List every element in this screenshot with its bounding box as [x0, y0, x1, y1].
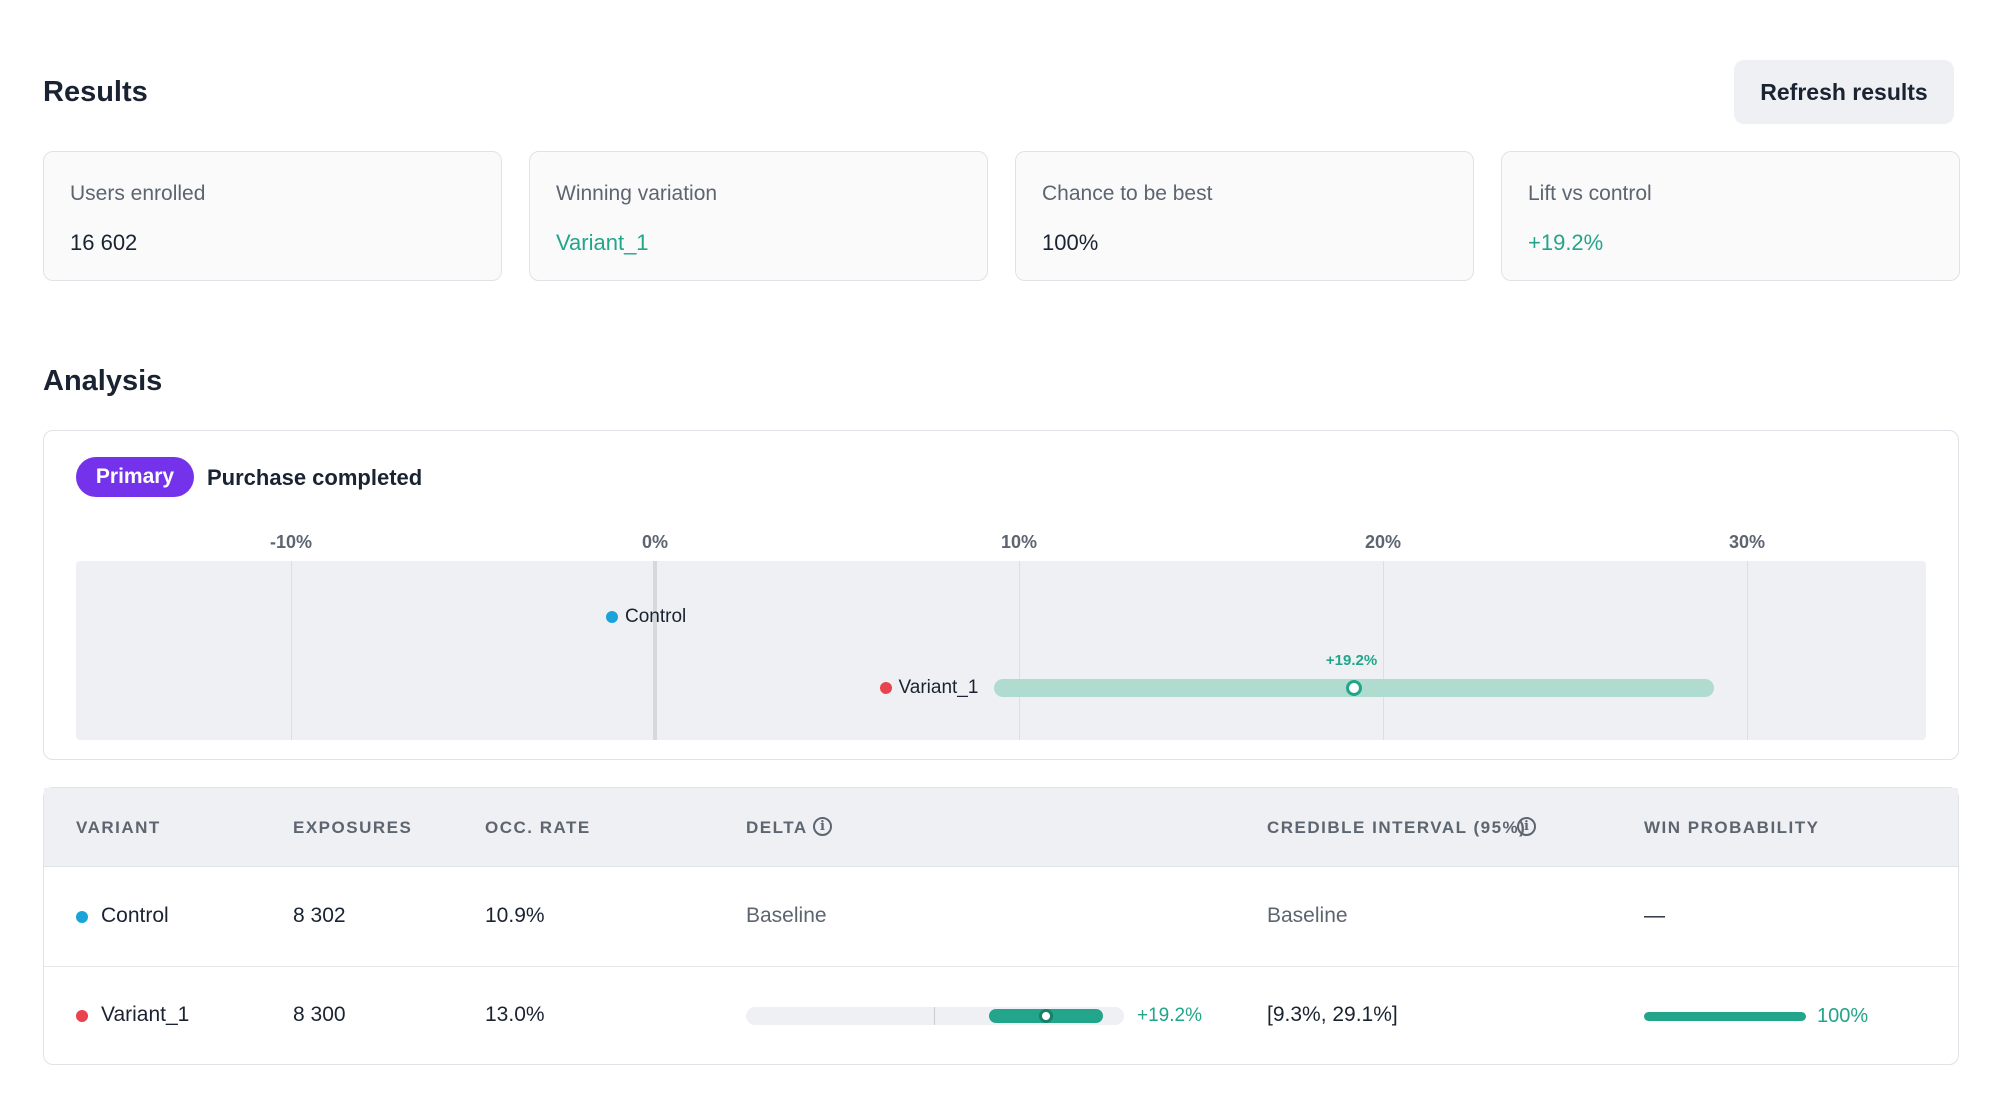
variant-label: Variant_1 [898, 677, 979, 698]
header-variant[interactable]: VARIANT [76, 818, 161, 837]
chance-to-be-best-card: Chance to be best 100% [1015, 151, 1474, 281]
lift-plot-area [76, 561, 1926, 740]
gridline [291, 561, 292, 740]
control-color-dot [76, 911, 88, 923]
table-header [44, 788, 1958, 867]
row-control-variant: Control [101, 904, 169, 927]
card-label: Users enrolled [70, 182, 206, 205]
row-variant-win-probability: 100% [1817, 1005, 1869, 1027]
control-label: Control [625, 606, 687, 627]
delta-bar-point [1039, 1009, 1053, 1023]
header-credible-interval[interactable]: CREDIBLE INTERVAL (95%) [1267, 818, 1527, 837]
row-control-win-probability: — [1644, 904, 1665, 927]
row-control-occ-rate: 10.9% [485, 904, 545, 927]
row-variant-occ-rate: 13.0% [485, 1003, 545, 1026]
analysis-title: Analysis [43, 365, 163, 397]
x-tick-label: 0% [641, 532, 668, 552]
card-label: Winning variation [556, 182, 718, 205]
row-variant-delta: +19.2% [1137, 1005, 1202, 1026]
gridline [1019, 561, 1020, 740]
primary-badge: Primary [76, 457, 194, 497]
card-value: 16 602 [70, 230, 138, 255]
header-delta[interactable]: DELTA [746, 818, 808, 837]
x-tick-label: -10% [269, 532, 313, 552]
card-value: Variant_1 [556, 230, 649, 255]
row-variant-credible-interval: [9.3%, 29.1%] [1267, 1003, 1398, 1026]
zero-line [653, 561, 657, 740]
control-dot [606, 611, 618, 623]
users-enrolled-card: Users enrolled 16 602 [43, 151, 502, 281]
x-tick-label: 30% [1728, 532, 1766, 552]
card-label: Chance to be best [1042, 182, 1213, 205]
header-win-probability[interactable]: WIN PROBABILITY [1644, 818, 1820, 837]
variant-color-dot [76, 1010, 88, 1022]
card-value: +19.2% [1528, 230, 1604, 255]
row-variant-exposures: 8 300 [293, 1003, 346, 1026]
gridline [1383, 561, 1384, 740]
row-control-credible-interval: Baseline [1267, 904, 1348, 927]
header-exposures[interactable]: EXPOSURES [293, 818, 413, 837]
winning-variation-card: Winning variation Variant_1 [529, 151, 988, 281]
win-probability-bar [1644, 1012, 1806, 1021]
gridline [1747, 561, 1748, 740]
metric-name: Purchase completed [207, 465, 423, 490]
row-control-delta: Baseline [746, 904, 827, 927]
delta-info-icon[interactable]: i [813, 817, 832, 836]
row-variant-variant: Variant_1 [101, 1003, 190, 1026]
card-value: 100% [1042, 230, 1099, 255]
variant-dot [879, 682, 892, 694]
row-control-exposures: 8 302 [293, 904, 346, 927]
variant-point-estimate [1345, 680, 1362, 696]
x-tick-label: 20% [1364, 532, 1402, 552]
card-label: Lift vs control [1528, 182, 1652, 205]
header-occ-rate[interactable]: OCC. RATE [485, 818, 591, 837]
results-title: Results [43, 76, 148, 108]
variant-lift-label: +19.2% [1325, 652, 1378, 669]
refresh-results-button[interactable]: Refresh results [1734, 60, 1954, 124]
lift-vs-control-card: Lift vs control +19.2% [1501, 151, 1960, 281]
x-tick-label: 10% [1000, 532, 1038, 552]
credible-interval-info-icon[interactable]: i [1517, 817, 1536, 836]
row-divider [44, 966, 1958, 967]
delta-bar-zero-marker [934, 1007, 935, 1025]
